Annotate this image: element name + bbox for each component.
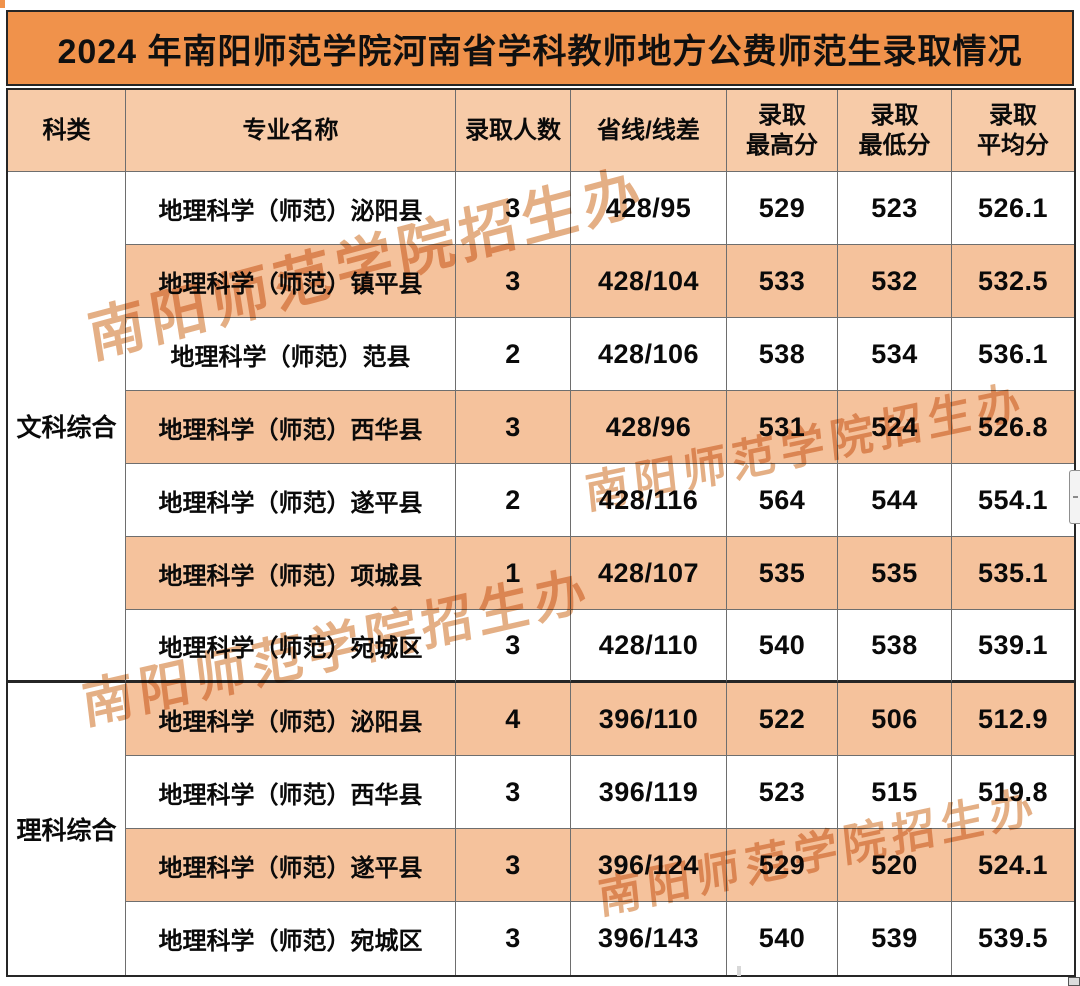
avg-score-cell: 512.9 — [952, 683, 1074, 756]
max-score-cell: 535 — [727, 537, 838, 610]
min-score-cell: 532 — [838, 245, 952, 318]
header-cell-4: 录取 最高分 — [727, 90, 838, 172]
province-line-cell: 428/96 — [571, 391, 727, 464]
min-score-cell: 515 — [838, 756, 952, 829]
count-cell: 3 — [456, 829, 571, 902]
count-cell: 3 — [456, 610, 571, 683]
min-score-cell: 524 — [838, 391, 952, 464]
count-cell: 3 — [456, 172, 571, 245]
major-cell: 地理科学（师范）范县 — [126, 318, 456, 391]
province-line-cell: 428/107 — [571, 537, 727, 610]
vertical-scrollbar-thumb[interactable] — [1069, 470, 1080, 524]
max-score-cell: 540 — [727, 610, 838, 683]
min-score-cell: 520 — [838, 829, 952, 902]
avg-score-cell: 536.1 — [952, 318, 1074, 391]
major-cell: 地理科学（师范）西华县 — [126, 391, 456, 464]
province-line-cell: 428/116 — [571, 464, 727, 537]
major-cell: 地理科学（师范）镇平县 — [126, 245, 456, 318]
scrollbar-corner — [1068, 977, 1080, 986]
avg-score-cell: 539.1 — [952, 610, 1074, 683]
province-line-cell: 396/124 — [571, 829, 727, 902]
avg-score-cell: 554.1 — [952, 464, 1074, 537]
province-line-cell: 428/104 — [571, 245, 727, 318]
page-title: 2024 年南阳师范学院河南省学科教师地方公费师范生录取情况 — [6, 10, 1074, 86]
major-cell: 地理科学（师范）宛城区 — [126, 902, 456, 975]
max-score-cell: 522 — [727, 683, 838, 756]
avg-score-cell: 526.8 — [952, 391, 1074, 464]
major-cell: 地理科学（师范）遂平县 — [126, 464, 456, 537]
count-cell: 1 — [456, 537, 571, 610]
province-line-cell: 396/110 — [571, 683, 727, 756]
min-score-cell: 523 — [838, 172, 952, 245]
header-cell-0: 科类 — [8, 90, 126, 172]
count-cell: 3 — [456, 245, 571, 318]
scrollbar-grip-icon — [1072, 496, 1078, 498]
avg-score-cell: 539.5 — [977, 923, 1049, 953]
min-score-cell: 544 — [838, 464, 952, 537]
max-score-cell: 523 — [727, 756, 838, 829]
count-cell: 3 — [456, 756, 571, 829]
avg-score-cell: 535.1 — [952, 537, 1074, 610]
province-line-cell: 396/119 — [571, 756, 727, 829]
province-line-cell: 428/106 — [571, 318, 727, 391]
count-cell: 2 — [456, 464, 571, 537]
max-score-cell: 564 — [727, 464, 838, 537]
header-cell-3: 省线/线差 — [571, 90, 727, 172]
province-line-cell: 428/95 — [571, 172, 727, 245]
avg-score-cell: 524.1 — [952, 829, 1074, 902]
count-cell: 2 — [456, 318, 571, 391]
max-score-cell: 529 — [727, 172, 838, 245]
avg-score-cell: 526.1 — [952, 172, 1074, 245]
major-cell: 地理科学（师范）西华县 — [126, 756, 456, 829]
avg-score-cell: 532.5 — [952, 245, 1074, 318]
max-score-cell: 533 — [727, 245, 838, 318]
min-score-cell: 506 — [838, 683, 952, 756]
category-cell: 理科综合 — [8, 683, 126, 975]
major-cell: 地理科学（师范）项城县 — [126, 537, 456, 610]
header-cell-6: 录取 平均分 — [952, 90, 1074, 172]
count-cell: 3 — [456, 902, 571, 975]
province-line-cell: 396/143 — [571, 902, 727, 975]
major-cell: 地理科学（师范）泌阳县 — [126, 172, 456, 245]
top-left-orange-fragment — [0, 0, 5, 8]
max-score-cell: 531 — [727, 391, 838, 464]
header-cell-1: 专业名称 — [126, 90, 456, 172]
header-cell-2: 录取人数 — [456, 90, 571, 172]
count-cell: 4 — [456, 683, 571, 756]
min-score-cell: 535 — [838, 537, 952, 610]
min-score-cell: 539 — [838, 902, 952, 975]
avg-score-cell: 519.8 — [952, 756, 1074, 829]
min-score-cell: 534 — [838, 318, 952, 391]
category-cell: 文科综合 — [8, 172, 126, 683]
province-line-cell: 428/110 — [571, 610, 727, 683]
major-cell: 地理科学（师范）遂平县 — [126, 829, 456, 902]
count-cell: 3 — [456, 391, 571, 464]
major-cell: 地理科学（师范）泌阳县 — [126, 683, 456, 756]
max-score-cell: 538 — [727, 318, 838, 391]
major-cell: 地理科学（师范）宛城区 — [126, 610, 456, 683]
max-score-cell: 529 — [727, 829, 838, 902]
header-cell-5: 录取 最低分 — [838, 90, 952, 172]
horizontal-scrollbar-fragment[interactable] — [737, 966, 741, 976]
admissions-table: 科类 专业名称 录取人数 省线/线差 录取 最高分 录取 最低分 录取 平均分 文科综合 地理科… — [6, 88, 1076, 977]
max-score-cell: 540 — [727, 902, 838, 975]
min-score-cell: 538 — [838, 610, 952, 683]
